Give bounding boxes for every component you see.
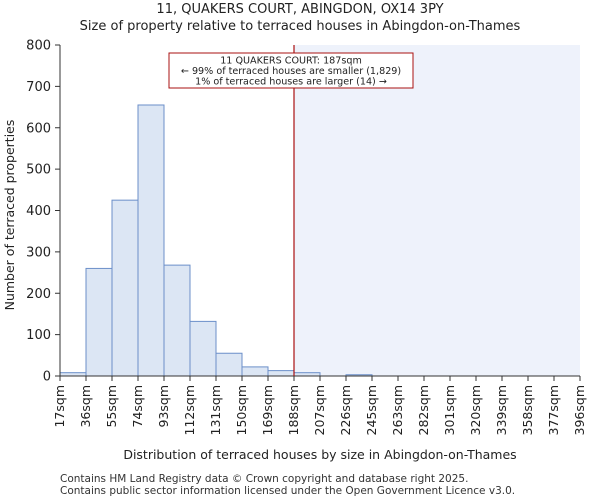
x-tick-label: 320sqm — [468, 385, 483, 435]
bar-112sqm — [189, 320, 217, 377]
chart-title: 11, QUAKERS COURT, ABINGDON, OX14 3PY — [156, 2, 444, 17]
x-tick-label: 339sqm — [494, 385, 509, 435]
y-tick-label: 600 — [26, 121, 51, 136]
annotation-box — [168, 52, 414, 89]
y-tick-label: 200 — [26, 287, 51, 302]
x-tick-label: 169sqm — [260, 385, 275, 435]
y-tick-label: 700 — [26, 80, 51, 95]
bar-150sqm — [241, 366, 269, 377]
x-tick-label: 207sqm — [312, 385, 327, 435]
x-tick-label: 282sqm — [416, 385, 431, 435]
x-tick-label: 131sqm — [208, 385, 223, 435]
x-tick-label: 36sqm — [78, 385, 93, 428]
footer-line-1: Contains HM Land Registry data © Crown c… — [60, 473, 469, 485]
bar-36sqm — [85, 267, 113, 377]
x-tick-label: 112sqm — [182, 385, 197, 435]
x-tick-label: 226sqm — [338, 385, 353, 435]
y-tick-label: 100 — [26, 328, 51, 343]
x-tick-label: 17sqm — [52, 385, 67, 428]
footer-line-2: Contains public sector information licen… — [60, 485, 516, 497]
annotation-line-1: 11 QUAKERS COURT: 187sqm — [220, 56, 362, 67]
bar-74sqm — [137, 104, 165, 377]
y-tick-label: 500 — [26, 163, 51, 178]
x-tick-label: 245sqm — [364, 385, 379, 435]
x-tick-label: 74sqm — [130, 385, 145, 428]
bar-169sqm — [267, 370, 295, 377]
bar-93sqm — [163, 264, 191, 377]
x-tick-label: 396sqm — [572, 385, 587, 435]
x-tick-label: 301sqm — [442, 385, 457, 435]
y-tick-label: 800 — [26, 39, 51, 54]
annotation-line-3: 1% of terraced houses are larger (14) → — [195, 77, 387, 88]
x-tick-label: 93sqm — [156, 385, 171, 428]
x-tick-label: 358sqm — [520, 385, 535, 435]
x-axis-label: Distribution of terraced houses by size … — [123, 447, 516, 462]
y-axis-label: Number of terraced properties — [2, 120, 17, 311]
x-tick-label: 377sqm — [546, 385, 561, 435]
y-tick-label: 300 — [26, 245, 51, 260]
y-tick-label: 400 — [26, 204, 51, 219]
x-tick-label: 55sqm — [104, 385, 119, 428]
annotation-line-2: ← 99% of terraced houses are smaller (1,… — [181, 66, 401, 77]
bar-55sqm — [111, 199, 139, 377]
x-tick-label: 188sqm — [286, 385, 301, 435]
chart-subtitle: Size of property relative to terraced ho… — [79, 19, 521, 34]
larger-region-shade — [294, 45, 580, 376]
x-tick-label: 263sqm — [390, 385, 405, 435]
bar-131sqm — [215, 352, 243, 377]
x-tick-label: 150sqm — [234, 385, 249, 435]
y-tick-label: 0 — [43, 370, 51, 385]
